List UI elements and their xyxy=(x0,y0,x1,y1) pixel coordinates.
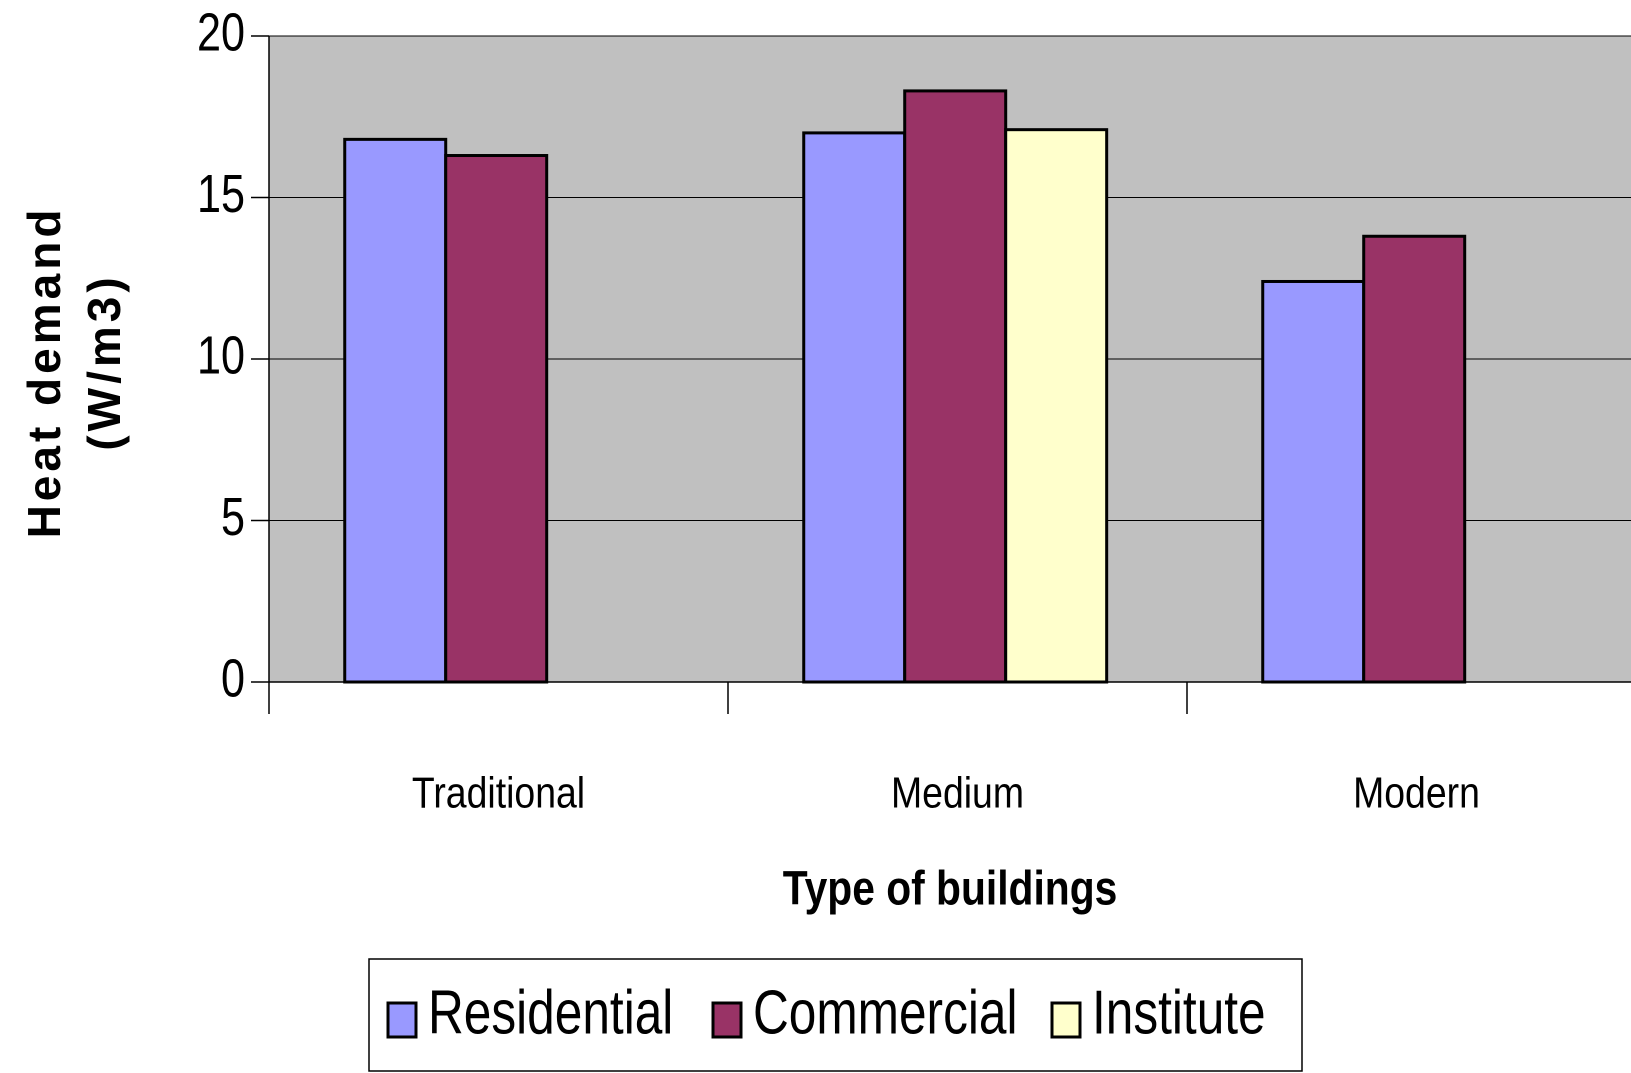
x-axis-title: Type of buildings xyxy=(783,863,1118,916)
y-tick-label: 15 xyxy=(197,164,245,224)
bar xyxy=(1362,234,1467,684)
x-tick-label: Medium xyxy=(891,768,1024,818)
y-tick-label: 0 xyxy=(221,649,245,709)
bar xyxy=(1261,279,1366,684)
bar xyxy=(343,137,448,684)
y-tick-label: 10 xyxy=(197,326,245,386)
bar xyxy=(802,131,907,684)
y-axis-title: Heat demand xyxy=(18,206,70,539)
legend-swatch xyxy=(1050,1001,1082,1039)
y-tick-label: 20 xyxy=(197,3,245,63)
x-tick-label: Traditional xyxy=(412,768,585,818)
legend-label: Residential xyxy=(428,977,673,1047)
legend-swatch xyxy=(386,1001,418,1039)
bar xyxy=(444,154,549,684)
bar xyxy=(1004,128,1109,684)
legend-swatch xyxy=(711,1001,743,1039)
legend-box xyxy=(368,958,1303,1072)
y-tick-label: 5 xyxy=(221,487,245,547)
bar xyxy=(903,89,1008,684)
x-tick-label: Modern xyxy=(1353,768,1480,818)
legend-label: Institute xyxy=(1092,977,1266,1047)
y-axis-title: (W/m3) xyxy=(78,273,130,450)
legend-label: Commercial xyxy=(753,977,1017,1047)
